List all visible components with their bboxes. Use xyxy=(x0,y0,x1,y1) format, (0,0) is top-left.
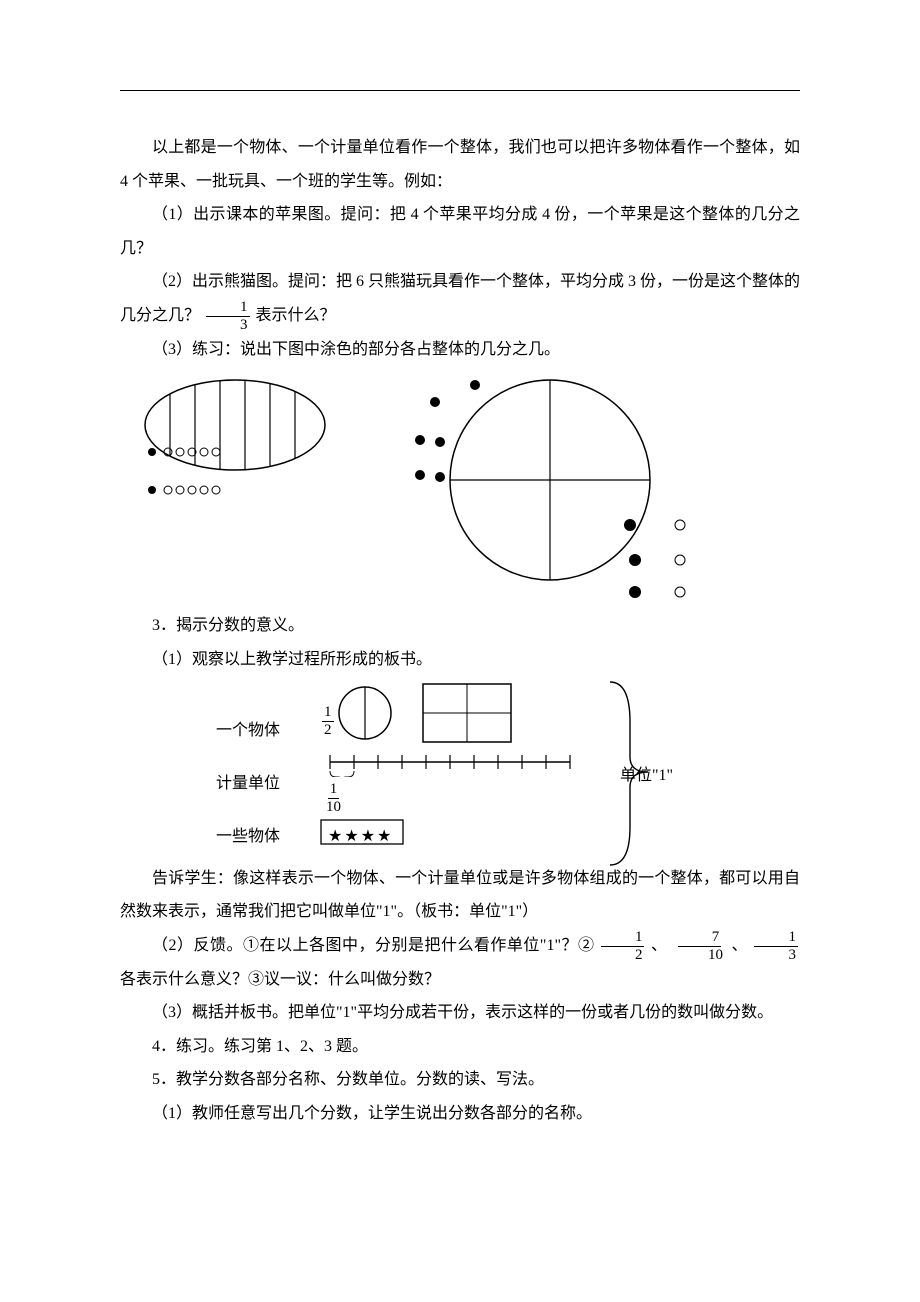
fraction-7-10: 710 xyxy=(674,930,725,963)
top-rule xyxy=(120,90,800,91)
label-some: 一些物体 xyxy=(180,822,280,846)
paragraph: 4．练习。练习第 1、2、3 题。 xyxy=(120,1030,800,1064)
fraction-1-10: 110 xyxy=(324,782,343,815)
fraction-1-2: 12 xyxy=(322,705,334,738)
label-unit-1: 单位"1" xyxy=(620,761,673,785)
paragraph: 3．揭示分数的意义。 xyxy=(120,609,800,643)
fraction-1-3: 13 xyxy=(206,300,250,333)
board-diagram: 一个物体 12 计量单位 xyxy=(180,683,800,850)
paragraph: （1）出示课本的苹果图。提问：把 4 个苹果平均分成 4 份，一个苹果是这个整体… xyxy=(120,198,800,265)
fraction-1-3b: 13 xyxy=(754,930,798,963)
stars: ★★★★ xyxy=(328,828,393,845)
paragraph: 5．教学分数各部分名称、分数单位。分数的读、写法。 xyxy=(120,1063,800,1097)
paragraph: 告诉学生：像这样表示一个物体、一个计量单位或是许多物体组成的一个整体，都可以用自… xyxy=(120,862,800,929)
paragraph: （1）教师任意写出几个分数，让学生说出分数各部分的名称。 xyxy=(120,1097,800,1131)
paragraph: （3）练习：说出下图中涂色的部分各占整体的几分之几。 xyxy=(120,333,800,367)
text: （2）反馈。①在以上各图中，分别是把什么看作单位"1"？② xyxy=(152,937,594,954)
document-page: 以上都是一个物体、一个计量单位看作一个整体，我们也可以把许多物体看作一个整体，如… xyxy=(0,0,920,1302)
paragraph: （2）出示熊猫图。提问：把 6 只熊猫玩具看作一个整体，平均分成 3 份，一份是… xyxy=(120,265,800,332)
text: 各表示什么意义？③议一议：什么叫做分数？ xyxy=(120,971,440,988)
label-object: 一个物体 xyxy=(180,716,280,740)
exercise-figure xyxy=(140,370,800,605)
paragraph: （1）观察以上教学过程所形成的板书。 xyxy=(120,643,800,677)
text: 、 xyxy=(651,937,668,954)
label-unit: 计量单位 xyxy=(180,769,280,793)
fraction-1-2b: 12 xyxy=(601,930,645,963)
text: 表示什么？ xyxy=(256,307,336,324)
paragraph: 以上都是一个物体、一个计量单位看作一个整体，我们也可以把许多物体看作一个整体，如… xyxy=(120,131,800,198)
text: 、 xyxy=(731,937,748,954)
paragraph: （2）反馈。①在以上各图中，分别是把什么看作单位"1"？② 12 、 710 、… xyxy=(120,929,800,996)
paragraph: （3）概括并板书。把单位"1"平均分成若干份，表示这样的一份或者几份的数叫做分数… xyxy=(120,996,800,1030)
